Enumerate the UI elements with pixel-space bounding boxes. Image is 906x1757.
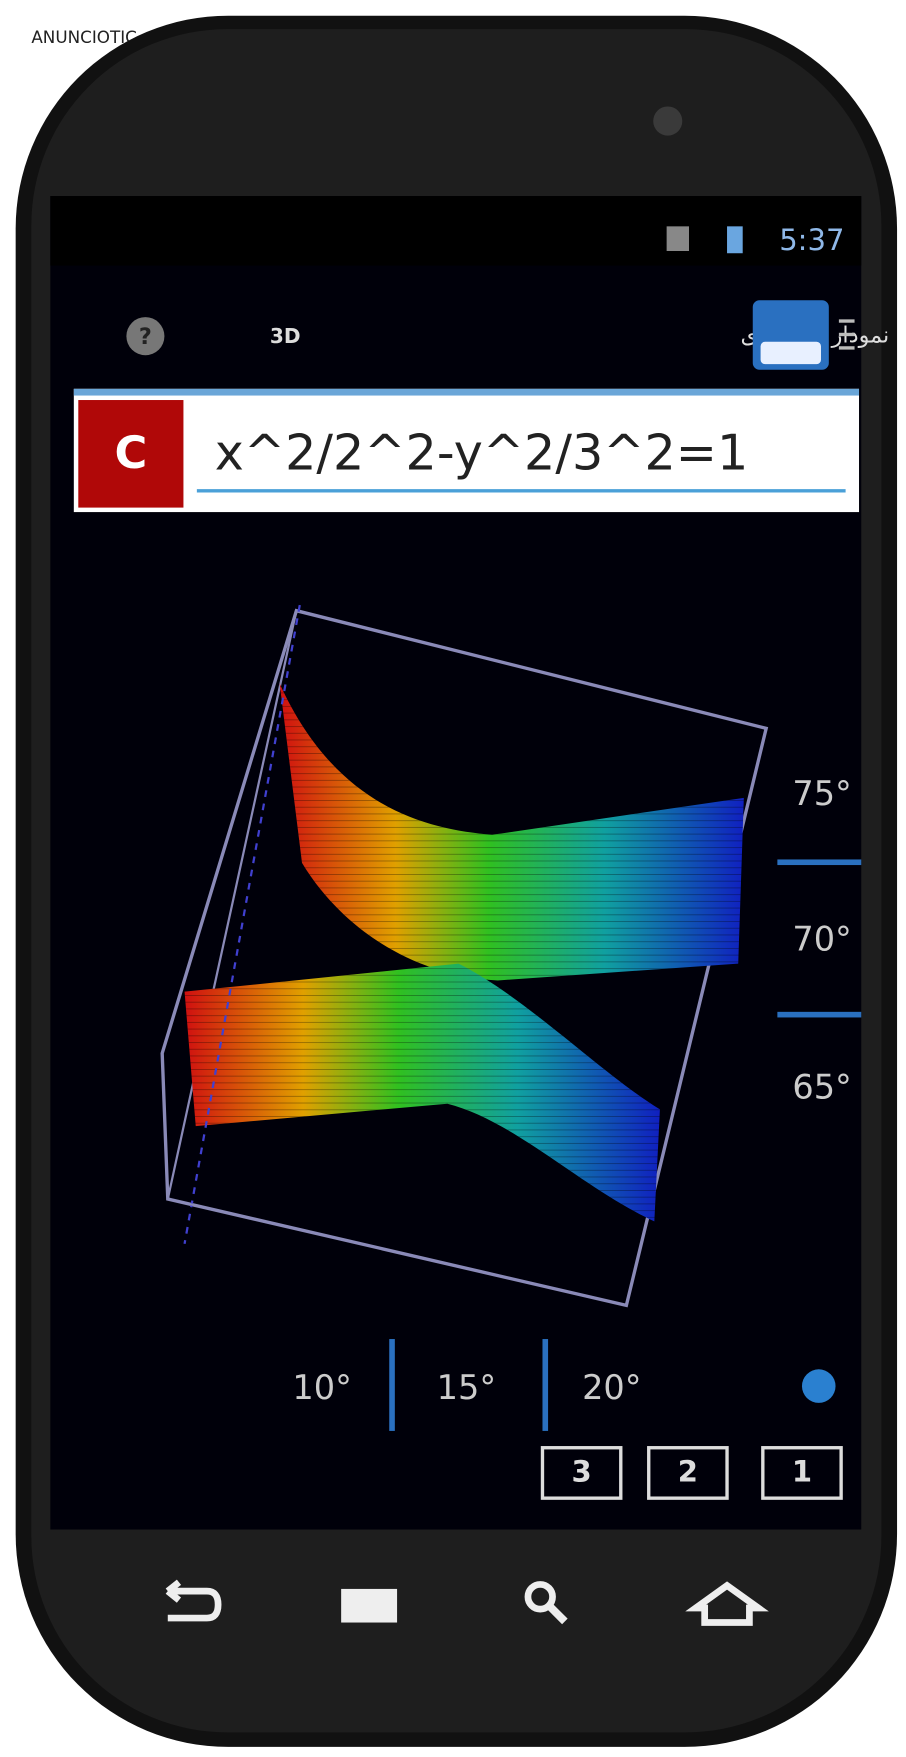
vertical-angle-option[interactable]: 70° xyxy=(792,920,851,959)
battery-icon xyxy=(727,226,743,254)
upper-sheet-grid xyxy=(279,683,744,981)
selector-divider xyxy=(777,1011,862,1018)
horizontal-angle-option[interactable]: 10° xyxy=(292,1368,351,1407)
menu-icon[interactable] xyxy=(838,319,855,350)
bounding-box-bottom xyxy=(167,1197,627,1307)
view-button[interactable] xyxy=(761,1446,843,1500)
view-button-label: 2 xyxy=(678,1454,698,1488)
vertical-angle-option[interactable]: 75° xyxy=(792,774,851,813)
z-axis xyxy=(183,604,301,1244)
mode-button[interactable]: 3D xyxy=(270,324,301,348)
clear-button[interactable] xyxy=(78,400,184,508)
signal-icon xyxy=(666,226,690,251)
status-bar xyxy=(50,196,862,266)
settings-button[interactable] xyxy=(801,1369,836,1403)
status-time: 5:37 xyxy=(779,223,844,257)
view-button-label: 3 xyxy=(572,1454,592,1488)
view-button-label: 1 xyxy=(792,1454,812,1488)
input-bar-top xyxy=(73,388,860,396)
watermark: ANUNCIOTIC xyxy=(31,27,137,47)
recent-button[interactable] xyxy=(341,1588,398,1623)
clear-button-label: C xyxy=(114,426,147,479)
help-button[interactable] xyxy=(126,317,165,356)
back-button[interactable] xyxy=(165,1579,222,1622)
search-button[interactable] xyxy=(524,1581,556,1613)
home-button[interactable] xyxy=(685,1581,769,1626)
selector-divider xyxy=(389,1339,395,1431)
lower-sheet-grid xyxy=(184,963,660,1222)
selector-divider xyxy=(777,859,862,866)
horizontal-angle-option[interactable]: 15° xyxy=(437,1368,496,1407)
help-icon: ? xyxy=(139,324,152,350)
plot-3d xyxy=(160,604,769,1308)
app-icon-detail xyxy=(760,341,821,365)
horizontal-angle-option[interactable]: 20° xyxy=(582,1368,641,1407)
front-camera xyxy=(653,106,683,136)
selector-divider xyxy=(542,1339,549,1431)
view-button[interactable] xyxy=(540,1446,623,1500)
search-button-handle xyxy=(546,1602,568,1625)
expression-input[interactable]: x^2/2^2-y^2/3^2=1 xyxy=(215,424,749,482)
vertical-angle-option[interactable]: 65° xyxy=(792,1068,851,1107)
bounding-box-edge xyxy=(166,610,298,1200)
view-button[interactable] xyxy=(647,1446,729,1500)
